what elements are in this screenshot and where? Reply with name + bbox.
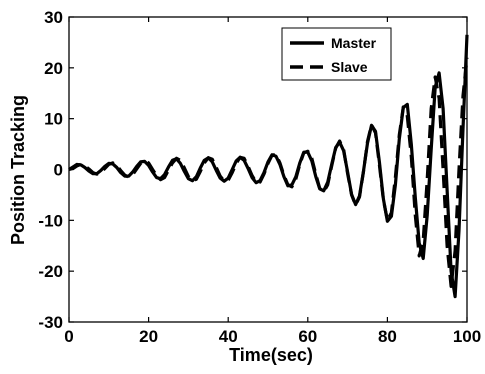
- y-tick-label: -10: [38, 211, 63, 230]
- tick-labels: 0 20 40 60 80 100 -30 -20 -10 0 10 20 30: [38, 8, 481, 346]
- x-tick-label: 20: [139, 327, 158, 346]
- y-tick-label: 20: [44, 59, 63, 78]
- x-tick-label: 40: [219, 327, 238, 346]
- y-tick-label: 0: [54, 161, 63, 180]
- legend-master-label: Master: [331, 35, 377, 51]
- y-axis-label: Position Tracking: [8, 95, 28, 245]
- y-tick-label: -20: [38, 262, 63, 281]
- y-tick-label: 30: [44, 8, 63, 27]
- axis-ticks: [68, 16, 468, 323]
- series-layer: [68, 34, 469, 299]
- x-axis-label: Time(sec): [229, 345, 313, 365]
- y-tick-label: -30: [38, 313, 63, 332]
- series-line-master: [68, 34, 469, 299]
- legend: Master Slave: [281, 27, 392, 81]
- legend-slave-label: Slave: [331, 59, 368, 75]
- x-tick-label: 60: [298, 327, 317, 346]
- plot-area-frame: [68, 16, 468, 323]
- series-line-slave: [68, 57, 469, 288]
- x-tick-label: 80: [378, 327, 397, 346]
- y-tick-label: 10: [44, 110, 63, 129]
- x-tick-label: 100: [453, 327, 481, 346]
- legend-box: [281, 27, 392, 81]
- x-tick-label: 0: [64, 327, 73, 346]
